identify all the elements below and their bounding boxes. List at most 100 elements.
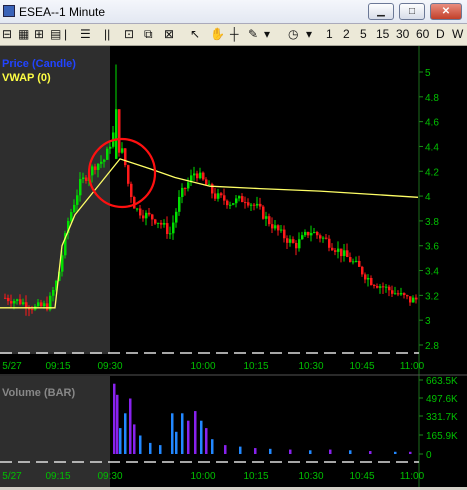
candle-body: [43, 303, 46, 307]
volume-bar: [124, 413, 127, 454]
candle-body: [268, 216, 271, 225]
candle-body: [106, 148, 109, 160]
candle-body: [55, 280, 58, 290]
lines-icon[interactable]: ☰: [80, 27, 91, 41]
candle-body: [391, 290, 394, 294]
candle-body: [355, 260, 358, 262]
candle-body: [136, 208, 139, 210]
timeframe-5[interactable]: 5: [360, 27, 367, 41]
price-x-tick-label: 11:00: [400, 361, 425, 372]
volume-bar: [239, 446, 242, 454]
clock-icon[interactable]: ◷: [288, 27, 299, 41]
candle-body: [85, 177, 88, 181]
candle-body: [223, 195, 226, 201]
volume-bar: [269, 448, 272, 454]
candle-body: [181, 187, 184, 197]
chart-svg[interactable]: 5 4.8 4.6 4.4 4.2 4 3.8 3.6 3.4 3.2 3 2.8 5/27 09:15…: [0, 46, 467, 487]
price-y-tick-label: 2.8: [425, 341, 439, 352]
candle-body: [97, 163, 100, 170]
candle-body: [166, 223, 169, 234]
timeframe-d[interactable]: D: [436, 27, 445, 41]
clock-dropdown-icon[interactable]: ▾: [306, 27, 313, 41]
maximize-button[interactable]: □: [399, 3, 425, 20]
chart-icon[interactable]: ▦: [18, 27, 30, 41]
candle-body: [271, 224, 274, 229]
timeframe-30[interactable]: 30: [396, 27, 410, 41]
candle-body: [397, 293, 400, 295]
legend-vwap: VWAP (0): [2, 72, 51, 84]
candle-body: [292, 239, 295, 243]
volume-bars: [113, 383, 412, 454]
volume-bar: [394, 451, 397, 454]
candle-body: [49, 295, 52, 310]
volume-x-tick-label: 5/27: [2, 471, 22, 482]
price-x-tick-label: 10:00: [190, 361, 215, 372]
minimize-button[interactable]: ▁: [368, 3, 394, 20]
expand-icon[interactable]: ⧉: [144, 27, 153, 41]
candle-body: [115, 109, 118, 159]
candle-body: [301, 235, 304, 240]
price-y-tick-label: 3.2: [425, 291, 439, 302]
pause-button[interactable]: ||: [104, 27, 111, 41]
price-y-tick-label: 3: [425, 316, 431, 327]
volume-y-tick-label: 165.9K: [426, 431, 458, 442]
grid-icon[interactable]: ⊞: [34, 27, 45, 41]
dropdown-arrow-icon[interactable]: ▾: [264, 27, 271, 41]
candle-body: [274, 225, 277, 229]
volume-bar: [224, 445, 227, 454]
price-y-tick-label: 4.8: [425, 93, 439, 104]
candle-body: [184, 187, 187, 189]
candle-body: [217, 193, 220, 199]
candle-body: [415, 297, 418, 300]
fit-icon[interactable]: ⊡: [124, 27, 135, 41]
candle-body: [163, 223, 166, 225]
volume-bar: [369, 451, 372, 454]
zoom-out-icon[interactable]: ⊟: [2, 27, 13, 41]
candle-body: [13, 300, 16, 304]
pointer-icon[interactable]: ↖: [190, 27, 201, 41]
hand-icon[interactable]: ✋: [210, 27, 225, 41]
crosshair-icon[interactable]: ┼: [230, 27, 239, 41]
candle-body: [373, 285, 376, 287]
candle-body: [31, 309, 34, 311]
candle-body: [283, 229, 286, 239]
candle-body: [211, 184, 214, 194]
draw-pencil-icon[interactable]: ✎: [248, 27, 259, 41]
volume-bar: [211, 439, 214, 454]
candle-body: [343, 250, 346, 257]
candle-body: [19, 299, 22, 305]
candle-body: [364, 274, 367, 280]
candle-body: [331, 247, 334, 251]
bars-icon[interactable]: ▤: [50, 27, 62, 41]
timeframe-1[interactable]: 1: [326, 27, 333, 41]
timeframe-15[interactable]: 15: [376, 27, 390, 41]
volume-y-tick-label: 0: [426, 450, 432, 461]
timeframe-60[interactable]: 60: [416, 27, 430, 41]
candle-body: [214, 193, 217, 199]
volume-bar: [139, 435, 142, 454]
candle-body: [4, 297, 7, 299]
close-button[interactable]: ✕: [430, 3, 462, 20]
candle-body: [295, 242, 298, 249]
price-x-tick-label: 5/27: [2, 361, 22, 372]
candle-body: [394, 293, 397, 295]
candle-body: [22, 302, 25, 305]
candle-body: [121, 148, 124, 153]
candle-body: [64, 233, 67, 256]
collapse-icon[interactable]: ⊠: [164, 27, 175, 41]
volume-bar: [205, 428, 208, 454]
timeframe-w[interactable]: W: [452, 27, 464, 41]
candle-body: [253, 204, 256, 206]
candle-body: [139, 208, 142, 216]
candle-body: [277, 225, 280, 231]
chart-area[interactable]: 5 4.8 4.6 4.4 4.2 4 3.8 3.6 3.4 3.2 3 2.8 5/27 09:15…: [0, 46, 467, 487]
candle-body: [286, 238, 289, 243]
candle-body: [52, 289, 55, 296]
price-x-tick-label: 09:15: [45, 361, 70, 372]
candle-body: [250, 204, 253, 206]
candle-body: [232, 203, 235, 205]
candle-body: [109, 146, 112, 149]
timeframe-2[interactable]: 2: [343, 27, 350, 41]
candle-body: [226, 200, 229, 206]
window-title: ESEA--1 Minute: [19, 5, 106, 19]
